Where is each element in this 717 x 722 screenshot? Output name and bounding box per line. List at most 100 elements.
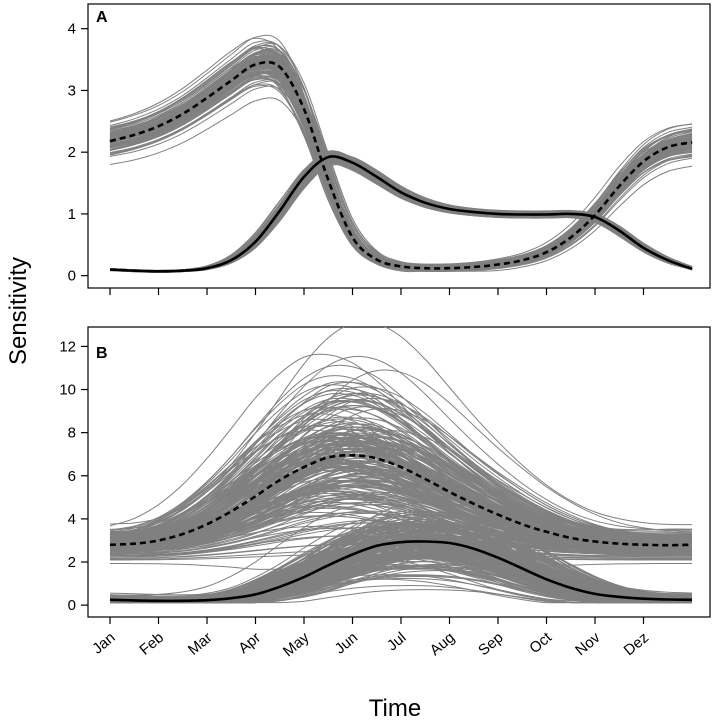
y-tick-label: 12: [59, 338, 76, 355]
ensemble-line: [109, 155, 693, 272]
ensemble-line: [109, 154, 693, 272]
ensemble-line: [109, 384, 693, 535]
ensemble-line: [109, 155, 693, 272]
ensemble-line: [109, 158, 693, 273]
panel-a-frame: [87, 3, 711, 289]
ensemble-line: [109, 462, 692, 547]
x-axis-title: Time: [369, 695, 421, 722]
panel-b-x-tick-labels: Jan Feb Mar Apr May Jun Jul Aug Sep Oct Nov Dez: [89, 629, 652, 661]
ensemble-line: [109, 62, 693, 269]
x-tick-label: Dez: [621, 629, 652, 659]
panel-a-lines: [109, 60, 693, 273]
ensemble-line: [109, 97, 693, 273]
ensemble-line: [109, 49, 693, 267]
ensemble-line: [109, 155, 693, 272]
panel-a: 0 1 2 3 4 A: [68, 3, 711, 295]
ensemble-line: [109, 381, 693, 535]
ensemble-line: [109, 41, 693, 266]
series-solid-line: [109, 155, 693, 273]
ensemble-line: [109, 158, 693, 273]
ensemble-line: [109, 353, 693, 531]
ensemble-line: [109, 156, 693, 272]
y-tick-label: 3: [68, 82, 76, 99]
y-axis-title: Sensitivity: [5, 257, 32, 365]
ensemble-line: [109, 155, 693, 272]
panel-b: 0 2 4 6 8 10 12 Jan Feb Mar Apr May Jun Jul Aug Sep Oct…: [59, 326, 711, 661]
x-tick-label: Jul: [384, 629, 410, 654]
y-tick-label: 1: [68, 206, 76, 223]
ensemble-line: [109, 535, 693, 558]
series-solid-line: [109, 540, 693, 603]
x-tick-label: Jan: [89, 629, 118, 658]
x-tick-label: Mar: [185, 629, 216, 659]
ensemble-line: [109, 53, 693, 268]
ensemble-line: [109, 154, 693, 272]
ensemble-line: [109, 155, 693, 272]
ensemble-line: [109, 544, 693, 560]
ensemble-line: [109, 506, 692, 554]
ensemble-line: [109, 327, 693, 526]
ensemble-line: [109, 515, 693, 555]
ensemble-line: [109, 155, 693, 272]
ensemble-line: [109, 62, 693, 270]
series-dashed-line: [109, 453, 693, 547]
ensemble-line: [109, 563, 692, 570]
y-tick-label: 0: [68, 268, 76, 285]
panel-a-letter: A: [96, 9, 108, 26]
x-tick-label: Sep: [475, 629, 506, 659]
ensemble-line: [109, 44, 693, 267]
ensemble-line: [109, 51, 693, 268]
ensemble-line: [109, 527, 693, 557]
ensemble-line: [109, 155, 693, 272]
ensemble-line: [109, 37, 693, 265]
ensemble-line: [109, 522, 693, 556]
y-tick-label: 6: [68, 468, 76, 485]
series-dashed-line: [109, 60, 693, 270]
ensemble-line: [109, 161, 693, 273]
y-tick-label: 0: [68, 597, 76, 614]
ensemble-line: [109, 60, 693, 269]
ensemble-line: [109, 406, 693, 539]
panel-b-frame: [87, 326, 711, 618]
ensemble-line: [109, 62, 693, 269]
ensemble-line: [109, 47, 693, 267]
ensemble-line: [109, 61, 693, 269]
ensemble-line: [109, 155, 693, 272]
panel-a-y-axis: 0 1 2 3 4: [68, 21, 88, 285]
ensemble-line: [109, 155, 693, 272]
ensemble-line: [109, 60, 693, 269]
panel-b-ensemble: [109, 327, 693, 604]
y-tick-label: 2: [68, 554, 76, 571]
ensemble-line: [109, 34, 693, 265]
ensemble-line: [109, 50, 693, 268]
ensemble-line: [109, 161, 693, 273]
ensemble-line: [109, 54, 693, 268]
x-tick-label: Aug: [427, 629, 458, 659]
ensemble-line: [109, 60, 693, 269]
ensemble-line: [109, 60, 693, 269]
ensemble-line: [109, 392, 693, 536]
ensemble-line: [109, 553, 692, 561]
ensemble-line: [109, 154, 693, 272]
panel-b-x-ticks: [109, 617, 645, 624]
x-tick-label: Jun: [332, 629, 361, 658]
ensemble-line: [109, 387, 693, 536]
y-tick-label: 4: [68, 511, 76, 528]
ensemble-line: [109, 476, 693, 549]
ensemble-line: [109, 512, 693, 555]
ensemble-line: [109, 51, 693, 268]
x-tick-label: Feb: [136, 629, 167, 659]
ensemble-line: [109, 62, 693, 269]
x-tick-label: Oct: [526, 629, 555, 658]
ensemble-line: [109, 154, 693, 272]
ensemble-line: [109, 155, 693, 272]
y-tick-label: 8: [68, 425, 76, 442]
ensemble-line: [109, 161, 693, 273]
ensemble-line: [109, 445, 693, 545]
ensemble-line: [109, 477, 693, 549]
y-tick-label: 4: [68, 21, 76, 38]
ensemble-line: [109, 49, 693, 268]
ensemble-line: [109, 51, 693, 268]
panel-b-y-axis: 0 2 4 6 8 10 12: [59, 338, 88, 614]
